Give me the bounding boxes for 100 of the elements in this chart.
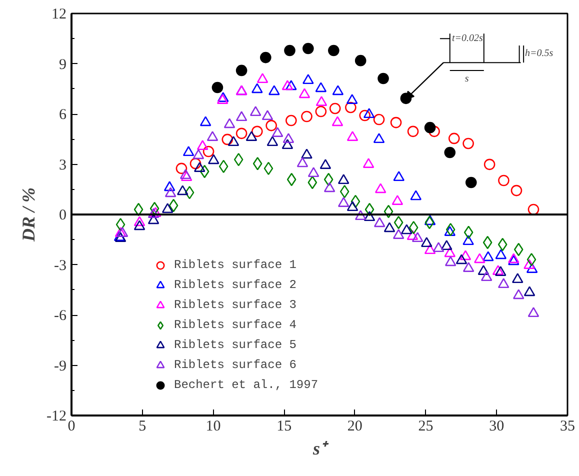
point <box>264 162 274 176</box>
legend-label: Riblets surface 6 <box>174 357 296 374</box>
point <box>359 110 370 122</box>
point <box>252 156 262 170</box>
point <box>424 122 436 134</box>
point <box>196 140 208 150</box>
legend-label: Riblets surface 3 <box>174 297 296 314</box>
point <box>464 226 474 240</box>
x-tick-label: 10 <box>206 418 221 434</box>
y-tick-label: 12 <box>52 6 66 22</box>
point <box>350 194 360 208</box>
point <box>150 202 160 216</box>
point <box>408 220 418 234</box>
point <box>393 171 405 182</box>
point <box>164 181 176 192</box>
point <box>346 94 358 104</box>
point <box>428 126 440 138</box>
point <box>134 202 144 216</box>
legend-label: Riblets surface 4 <box>174 317 296 334</box>
point <box>448 132 460 144</box>
point <box>482 251 494 262</box>
point <box>308 167 320 177</box>
point <box>406 230 418 240</box>
point <box>218 160 228 174</box>
y-tick-label: 6 <box>59 107 67 123</box>
point <box>338 197 350 207</box>
point <box>362 158 374 168</box>
point <box>510 184 522 196</box>
point <box>251 83 263 94</box>
point <box>208 154 220 164</box>
point <box>184 186 194 200</box>
point <box>484 158 496 170</box>
point <box>236 64 248 76</box>
point <box>512 289 524 300</box>
point <box>176 185 188 196</box>
point <box>465 176 477 188</box>
point <box>363 108 375 118</box>
point <box>266 120 277 132</box>
point <box>168 198 178 212</box>
point <box>284 44 296 56</box>
point <box>236 111 248 122</box>
point <box>200 164 210 178</box>
point <box>251 126 263 138</box>
point <box>182 146 194 156</box>
point <box>364 211 376 222</box>
point <box>192 149 204 160</box>
point <box>250 106 262 116</box>
point <box>301 148 312 159</box>
point <box>202 146 214 158</box>
point <box>329 102 341 114</box>
point <box>346 131 358 141</box>
x-tick-label: 15 <box>276 418 292 434</box>
point <box>480 271 492 282</box>
point <box>364 202 374 216</box>
point <box>390 116 402 128</box>
point <box>256 73 268 84</box>
point <box>354 210 366 220</box>
point <box>206 131 218 141</box>
point <box>266 136 278 146</box>
y-axis-title: DR / % <box>18 187 39 242</box>
point <box>492 265 504 275</box>
point <box>495 249 507 260</box>
point <box>456 254 468 264</box>
y-tick-label: 3 <box>59 157 66 174</box>
point <box>410 190 422 200</box>
point <box>222 134 234 146</box>
point <box>282 133 294 143</box>
point <box>462 235 474 246</box>
point <box>200 116 212 126</box>
point <box>444 247 456 258</box>
point <box>346 201 358 211</box>
point <box>134 216 146 226</box>
point <box>420 237 432 248</box>
point <box>345 102 356 114</box>
point <box>176 162 188 174</box>
point <box>498 238 508 252</box>
point <box>401 224 412 234</box>
annotation: t=0.02s <box>452 33 484 44</box>
point <box>212 82 224 94</box>
x-axis-title: s⁺ <box>312 438 329 458</box>
point <box>148 214 160 224</box>
legend-label: Bechert et al., 1997 <box>174 377 318 394</box>
point <box>407 126 419 138</box>
point <box>286 80 297 90</box>
point <box>444 256 456 266</box>
point <box>320 159 332 169</box>
point <box>392 229 404 239</box>
point <box>424 215 436 226</box>
point <box>282 139 294 150</box>
point <box>482 236 492 250</box>
y-tick-label: 0 <box>59 208 66 224</box>
point <box>424 244 436 254</box>
point <box>340 184 350 198</box>
point <box>286 172 296 186</box>
x-tick-label: 30 <box>489 418 504 434</box>
y-tick-label: -6 <box>54 308 67 324</box>
point <box>236 128 248 140</box>
point <box>272 127 284 137</box>
annotation: h=0.5s <box>524 48 554 60</box>
y-tick-label: -3 <box>54 258 67 274</box>
